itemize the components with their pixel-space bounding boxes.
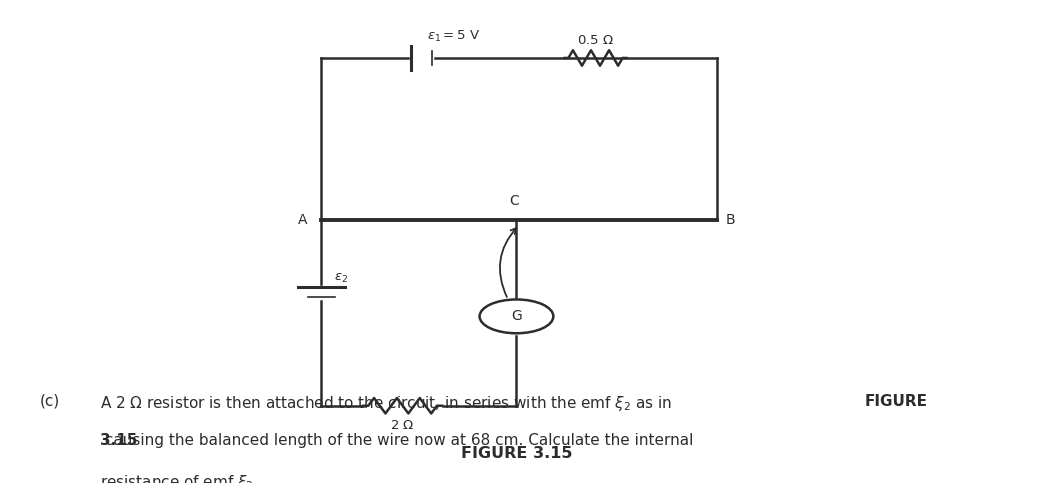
- Text: G: G: [511, 310, 522, 323]
- Text: $2\ \Omega$: $2\ \Omega$: [390, 419, 415, 432]
- FancyArrowPatch shape: [500, 228, 516, 297]
- Text: FIGURE: FIGURE: [864, 394, 928, 409]
- Text: 3.15: 3.15: [100, 433, 137, 448]
- Text: (c): (c): [40, 394, 60, 409]
- Text: A: A: [298, 213, 308, 227]
- Text: causing the balanced length of the wire now at 68 cm. Calculate the internal: causing the balanced length of the wire …: [100, 433, 694, 448]
- Text: C: C: [509, 194, 520, 208]
- Text: A 2 $\Omega$ resistor is then attached to the circuit, in series with the emf $\: A 2 $\Omega$ resistor is then attached t…: [100, 394, 674, 412]
- Text: $\varepsilon_2$: $\varepsilon_2$: [334, 272, 348, 285]
- Text: B: B: [725, 213, 735, 227]
- Text: resistance of emf $\xi_2$.: resistance of emf $\xi_2$.: [100, 473, 258, 483]
- Text: $0.5\ \Omega$: $0.5\ \Omega$: [577, 34, 614, 47]
- Text: $\varepsilon_1 = 5\ \mathrm{V}$: $\varepsilon_1 = 5\ \mathrm{V}$: [427, 29, 481, 44]
- Text: FIGURE 3.15: FIGURE 3.15: [461, 446, 572, 461]
